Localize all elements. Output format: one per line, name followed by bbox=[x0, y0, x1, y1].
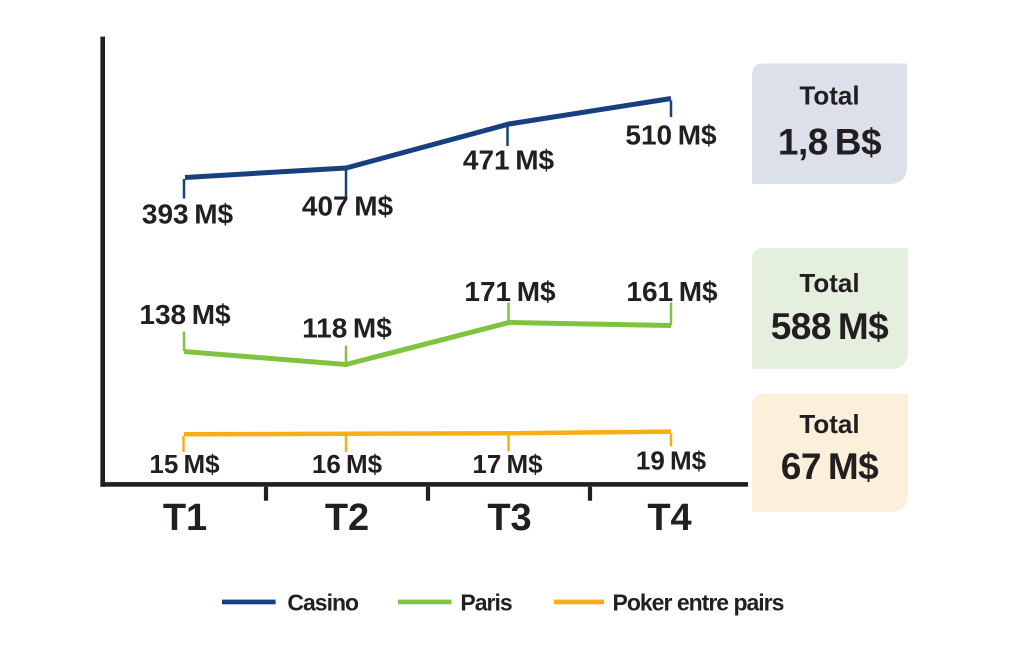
svg-text:15 M$: 15 M$ bbox=[149, 449, 220, 479]
svg-text:17 M$: 17 M$ bbox=[472, 449, 543, 479]
svg-text:T2: T2 bbox=[325, 497, 369, 539]
svg-text:171 M$: 171 M$ bbox=[464, 276, 556, 307]
svg-text:138 M$: 138 M$ bbox=[139, 299, 231, 330]
svg-text:Poker entre pairs: Poker entre pairs bbox=[613, 589, 784, 615]
svg-text:T3: T3 bbox=[487, 497, 531, 539]
svg-text:510 M$: 510 M$ bbox=[625, 120, 717, 151]
svg-text:Total: Total bbox=[799, 409, 859, 439]
svg-text:Total: Total bbox=[799, 81, 859, 111]
svg-text:19 M$: 19 M$ bbox=[636, 446, 707, 476]
svg-text:161 M$: 161 M$ bbox=[626, 276, 718, 307]
svg-text:T1: T1 bbox=[163, 497, 207, 539]
svg-text:588 M$: 588 M$ bbox=[771, 306, 889, 347]
svg-text:67 M$: 67 M$ bbox=[781, 446, 879, 487]
svg-text:Total: Total bbox=[799, 268, 859, 298]
svg-text:118 M$: 118 M$ bbox=[302, 313, 392, 344]
svg-text:16 M$: 16 M$ bbox=[312, 449, 383, 479]
svg-text:471 M$: 471 M$ bbox=[463, 145, 555, 176]
svg-text:T4: T4 bbox=[647, 497, 691, 539]
svg-text:Paris: Paris bbox=[460, 589, 511, 615]
svg-text:Casino: Casino bbox=[287, 589, 359, 615]
svg-text:407 M$: 407 M$ bbox=[302, 191, 394, 222]
svg-text:393 M$: 393 M$ bbox=[142, 199, 234, 230]
svg-text:1,8 B$: 1,8 B$ bbox=[778, 122, 882, 163]
